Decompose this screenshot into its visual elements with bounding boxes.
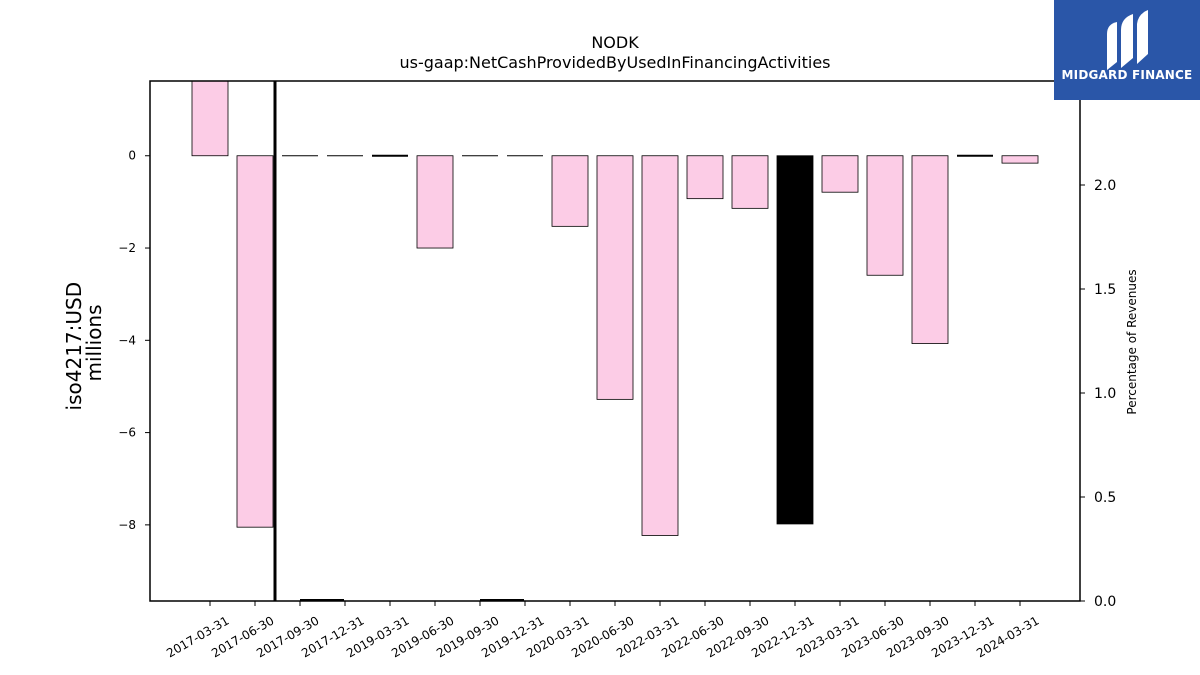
- percentage-layer: [273, 81, 524, 601]
- y-tick-label: −2: [118, 241, 136, 255]
- y2-tick-label: 2.0: [1094, 178, 1116, 194]
- bar-2023-03-31: [821, 155, 859, 193]
- bar-2022-09-30: [731, 155, 769, 209]
- bar-2022-06-30: [686, 155, 724, 200]
- chart-title: NODK: [591, 33, 639, 52]
- y-tick-label: −4: [118, 333, 136, 347]
- bar-2017-06-30: [236, 155, 274, 528]
- y-axis-label-line-1: iso4217:USD: [62, 282, 86, 411]
- y-axis-label-line-2: millions: [82, 304, 106, 381]
- bars-layer: [191, 80, 1039, 536]
- brand-logo: MIDGARD FINANCE: [1054, 0, 1200, 100]
- y-tick-label: −6: [118, 426, 136, 440]
- y2-axis-label: Percentage of Revenues: [1125, 269, 1139, 414]
- chart-subtitle: us-gaap:NetCashProvidedByUsedInFinancing…: [399, 53, 830, 72]
- logo-text: MIDGARD FINANCE: [1061, 68, 1193, 82]
- bar-2024-03-31: [1001, 155, 1039, 164]
- y2-tick-label: 0.5: [1094, 490, 1116, 506]
- bar-2023-09-30: [911, 155, 949, 344]
- y-axis-label: iso4217:USD millions: [62, 276, 106, 411]
- x-axis-ticks: 2017-03-312017-06-302017-09-302017-12-31…: [164, 601, 1042, 660]
- y-axis-ticks: 0 −2 −4 −6 −8: [118, 149, 150, 532]
- bar-2022-12-31: [776, 155, 814, 525]
- bar-2020-03-31: [551, 155, 589, 227]
- y2-tick-label: 0.0: [1094, 594, 1116, 610]
- y-tick-label: −8: [118, 518, 136, 532]
- y2-tick-label: 1.5: [1094, 282, 1116, 298]
- y2-tick-label: 1.0: [1094, 386, 1116, 402]
- bar-2019-06-30: [416, 155, 454, 249]
- bar-2022-03-31: [641, 155, 679, 536]
- bar-2017-03-31: [191, 80, 229, 157]
- logo-mark-icon: [1107, 10, 1148, 70]
- bar-2020-06-30: [596, 155, 634, 400]
- y-tick-label: 0: [128, 149, 136, 163]
- bar-2023-06-30: [866, 155, 904, 276]
- y2-axis-ticks: 0.0 0.5 1.0 1.5 2.0: [1080, 178, 1116, 610]
